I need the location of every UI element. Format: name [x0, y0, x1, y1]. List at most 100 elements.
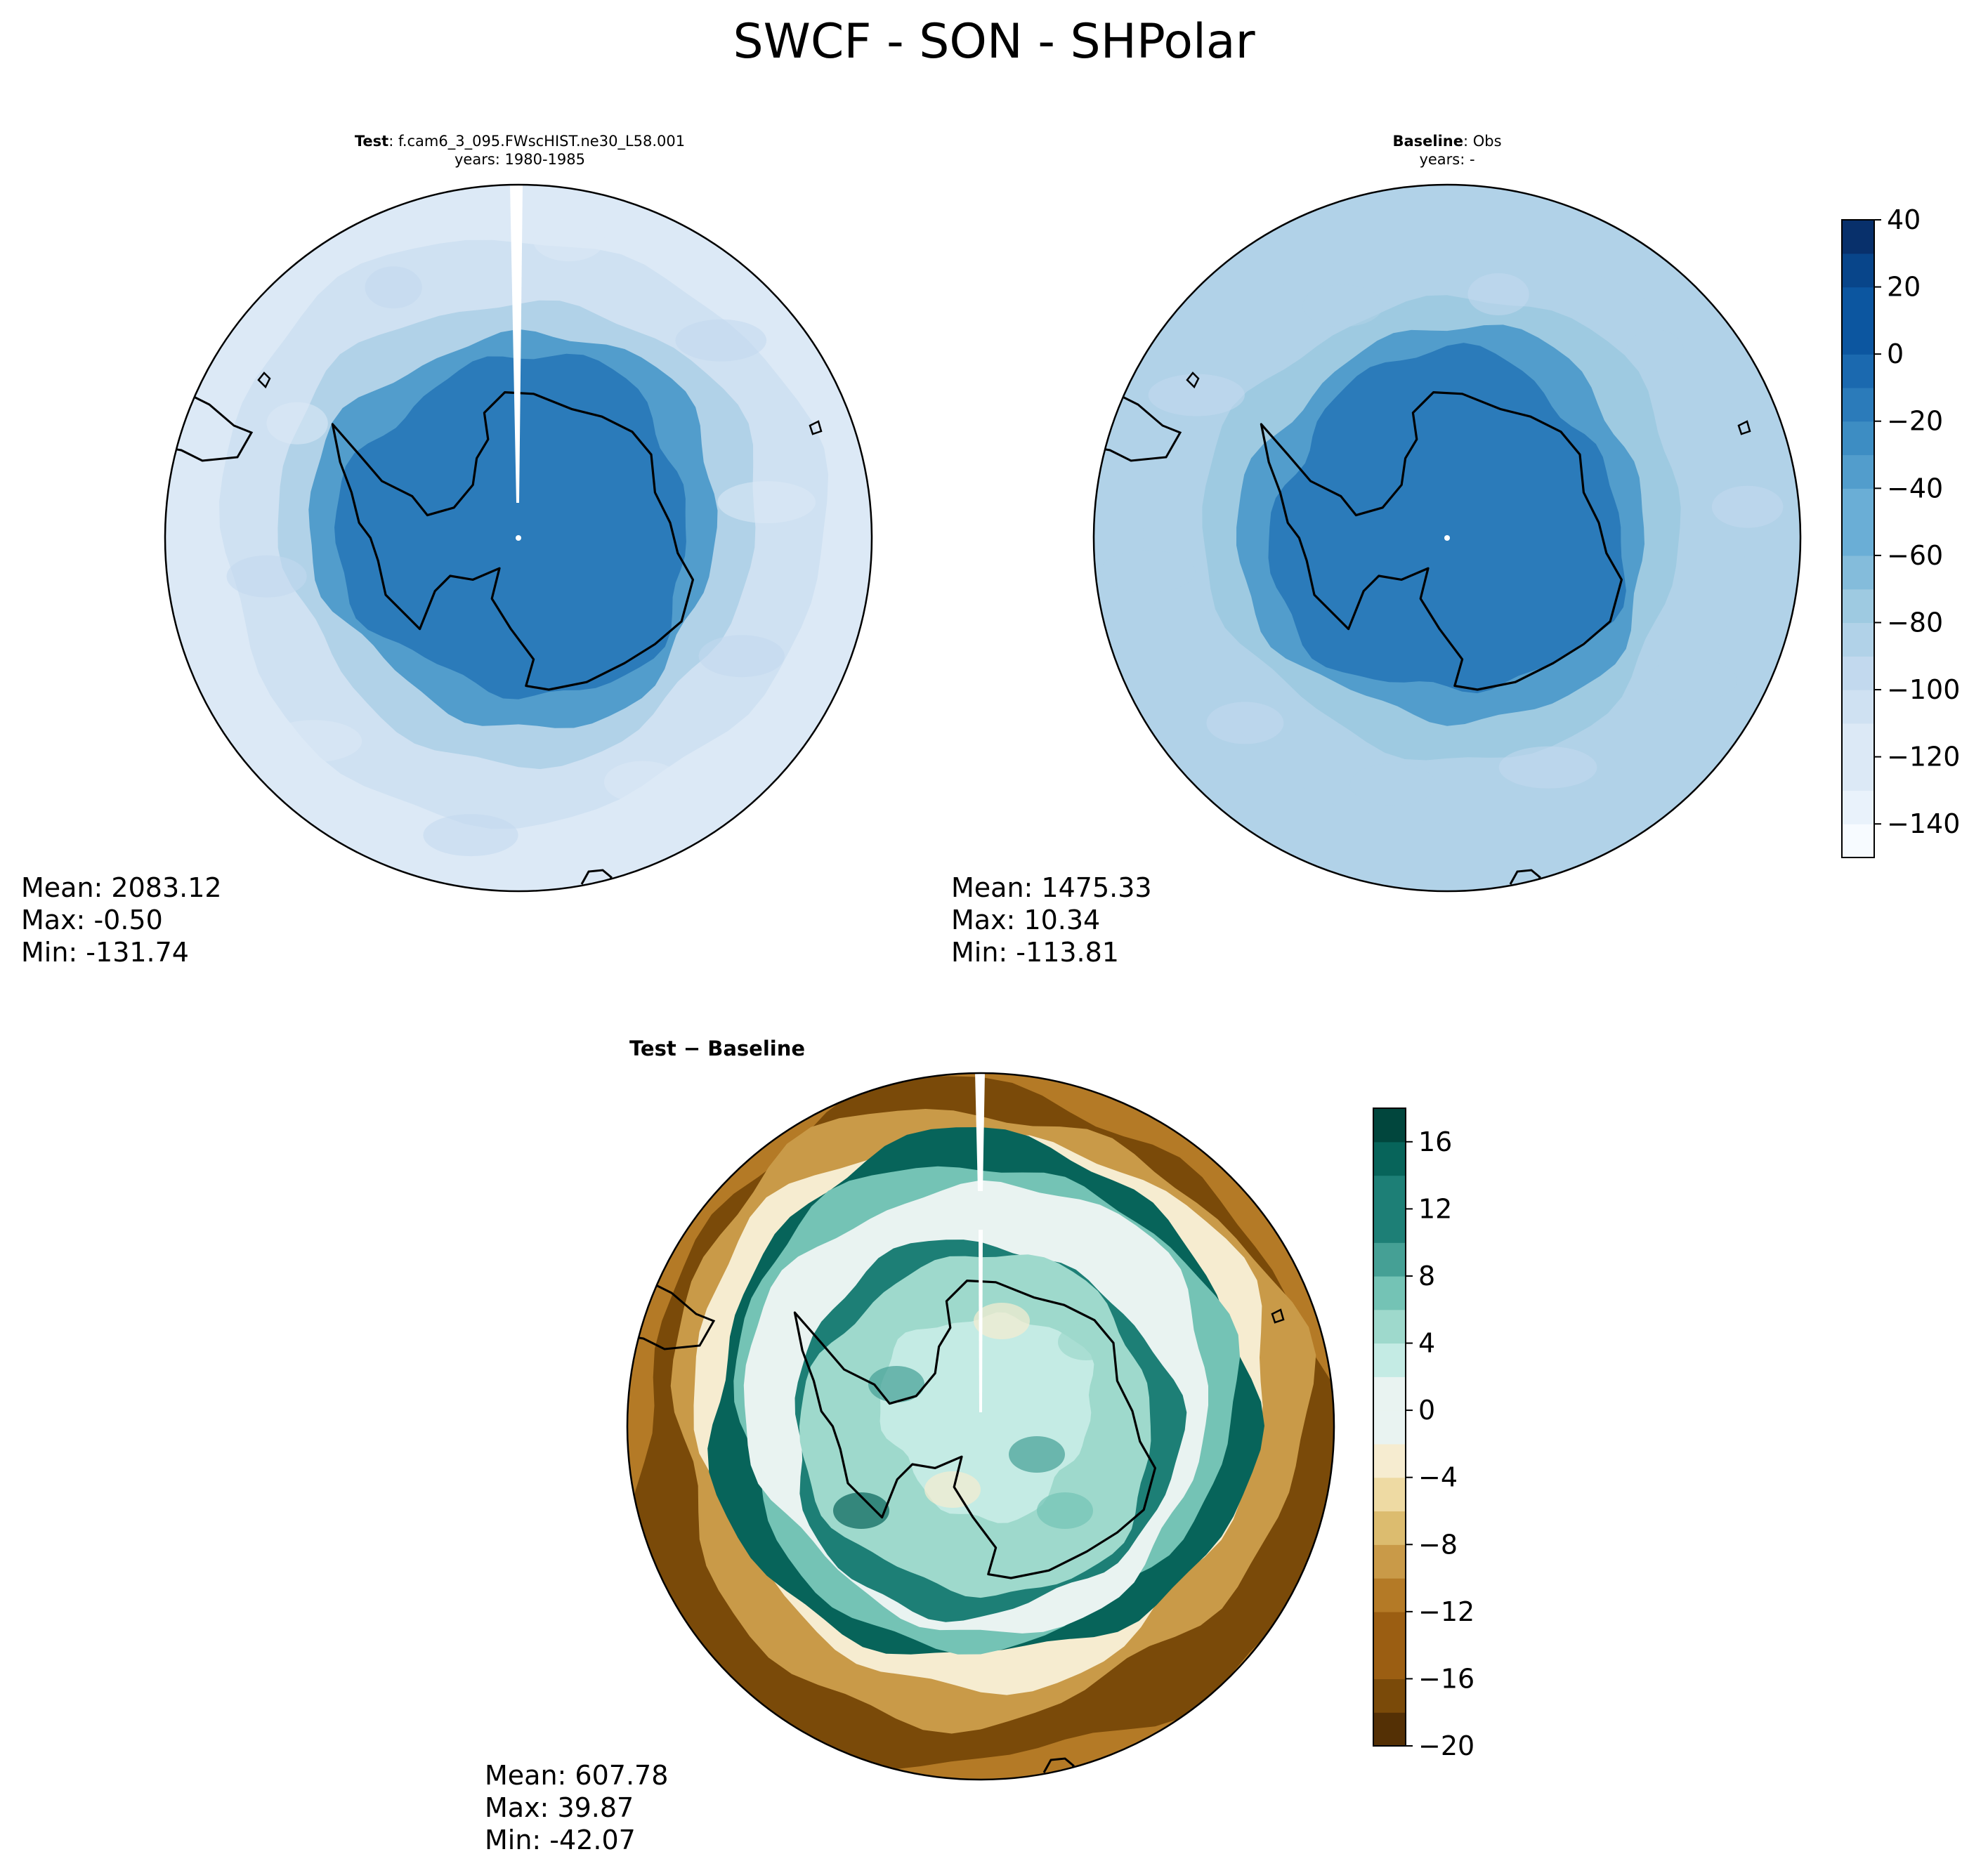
- contour-patch: [924, 1471, 981, 1508]
- colorbar-segment: [1842, 354, 1874, 388]
- contour-patch: [1626, 329, 1684, 372]
- baseline-case-name: Obs: [1472, 133, 1502, 150]
- colorbar-tick-label: 12: [1418, 1193, 1452, 1224]
- diff-map: [627, 1073, 1334, 1780]
- baseline-stats: Mean: 1475.33 Max: 10.34 Min: -113.81: [951, 872, 1152, 968]
- south-america-coastline: [627, 1281, 716, 1350]
- baseline-min: Min: -113.81: [951, 937, 1119, 968]
- colorbar-segment: [1842, 824, 1874, 858]
- contour-patch: [698, 635, 785, 678]
- colorbar-segment: [1373, 1477, 1406, 1512]
- colorbar-segment: [1373, 1578, 1406, 1612]
- colorbar-segment: [1842, 555, 1874, 590]
- contour-patch: [1467, 272, 1529, 315]
- contour-patch: [266, 402, 328, 445]
- colorbar-segment: [1373, 1275, 1406, 1310]
- colorbar-segment: [1842, 287, 1874, 321]
- contour-patch: [1711, 485, 1784, 528]
- colorbar-segment: [1842, 723, 1874, 758]
- colorbar-tick-label: −120: [1887, 742, 1960, 773]
- colorbar-segment: [1842, 387, 1874, 422]
- colorbar-tick-label: 8: [1418, 1261, 1435, 1292]
- falkland-islands-outline: [1186, 372, 1200, 389]
- colorbar-segment: [1842, 253, 1874, 288]
- colorbar-segment: [1373, 1309, 1406, 1344]
- colorbar-segment: [1842, 790, 1874, 824]
- colorbar-segment: [1373, 1141, 1406, 1176]
- south-america-coastline: [165, 393, 254, 462]
- colorbar-tick-label: −100: [1887, 674, 1960, 705]
- test-separator: :: [388, 133, 394, 150]
- colorbar-segment: [1842, 756, 1874, 791]
- colorbar-tick-label: −8: [1418, 1529, 1458, 1560]
- diff-min: Min: -42.07: [485, 1825, 636, 1855]
- south-pole-marker: [1444, 535, 1450, 541]
- contour-patch: [974, 1303, 1030, 1339]
- colorbar-frame: [1373, 1108, 1406, 1747]
- colorbar-tick-label: 16: [1418, 1126, 1452, 1157]
- contour-patch: [265, 720, 362, 763]
- contour-patch: [1100, 550, 1196, 593]
- colorbar-tick-label: −4: [1418, 1462, 1458, 1493]
- contour-patch: [423, 814, 518, 857]
- test-map-border: [164, 183, 873, 893]
- test-panel-title: Test: f.cam6_3_095.FWscHIST.ne30_L58.001…: [218, 132, 822, 169]
- contour-patch: [1349, 763, 1437, 806]
- colorbar-tick-label: −80: [1887, 607, 1943, 638]
- colorbar-segment: [1842, 656, 1874, 690]
- colorbar-segment: [1373, 1410, 1406, 1445]
- colorbar-segment: [1842, 622, 1874, 657]
- contour-patch: [226, 555, 307, 598]
- colorbar-tick-label: −40: [1887, 473, 1943, 504]
- colorbar-segment: [1373, 1209, 1406, 1243]
- colorbar-segment: [1373, 1611, 1406, 1646]
- contour-patch: [603, 761, 681, 803]
- colorbar-tick-label: 20: [1887, 272, 1921, 303]
- contour-patch: [1009, 1436, 1065, 1473]
- test-map: [165, 185, 872, 891]
- colorbar-segment: [1842, 320, 1874, 355]
- contour-patch: [532, 219, 605, 262]
- baseline-panel-title: Baseline: Obs years: -: [1194, 132, 1700, 169]
- colorbar-segment: [1373, 1376, 1406, 1411]
- contour-patch: [675, 319, 767, 362]
- test-min: Min: -131.74: [21, 937, 189, 968]
- test-case-name: f.cam6_3_095.FWscHIST.ne30_L58.001: [398, 133, 686, 150]
- test-mean: Mean: 2083.12: [21, 872, 222, 903]
- colorbar-segment: [1373, 1443, 1406, 1478]
- test-stats: Mean: 2083.12 Max: -0.50 Min: -131.74: [21, 872, 222, 968]
- colorbar-segment: [1373, 1645, 1406, 1679]
- colorbar-tick-label: −12: [1418, 1596, 1474, 1627]
- contour-patch: [1498, 746, 1597, 789]
- colorbar-segment: [1842, 488, 1874, 523]
- kerguelen-island-outline: [1271, 1308, 1285, 1324]
- baseline-map-border: [1092, 183, 1802, 893]
- colorbar-tick-label: 4: [1418, 1328, 1435, 1359]
- baseline-separator: :: [1463, 133, 1469, 150]
- colorbar-tick-label: 40: [1887, 204, 1921, 235]
- colorbar-segment: [1373, 1511, 1406, 1545]
- colorbar-segment: [1842, 220, 1874, 254]
- contour-patch: [1302, 284, 1383, 327]
- colorbar-tick-label: −16: [1418, 1663, 1474, 1694]
- test-label: Test: [354, 133, 389, 150]
- kerguelen-island-outline: [809, 420, 823, 435]
- missing-data-sliver: [975, 1073, 985, 1191]
- colorbar-frame: [1841, 219, 1875, 858]
- contour-patch: [1148, 374, 1245, 416]
- colorbar-segment: [1373, 1175, 1406, 1209]
- diff-colorbar: 16 12 8 4 0 −4 −8 −12 −16 −20: [1373, 1108, 1474, 1761]
- baseline-mean: Mean: 1475.33: [951, 872, 1152, 903]
- diff-panel-title: Test − Baseline: [629, 1037, 806, 1060]
- antarctica-coastline: [331, 391, 694, 691]
- missing-data-sliver: [979, 1230, 983, 1412]
- contour-patch: [1037, 1492, 1093, 1529]
- colorbar-segment: [1373, 1242, 1406, 1277]
- colorbar-tick-label: −60: [1887, 540, 1943, 571]
- colorbar-segment: [1373, 1544, 1406, 1579]
- contour-patch: [1058, 1324, 1114, 1360]
- baseline-map: [1094, 185, 1800, 891]
- test-max: Max: -0.50: [21, 905, 163, 935]
- colorbar-segment: [1842, 690, 1874, 724]
